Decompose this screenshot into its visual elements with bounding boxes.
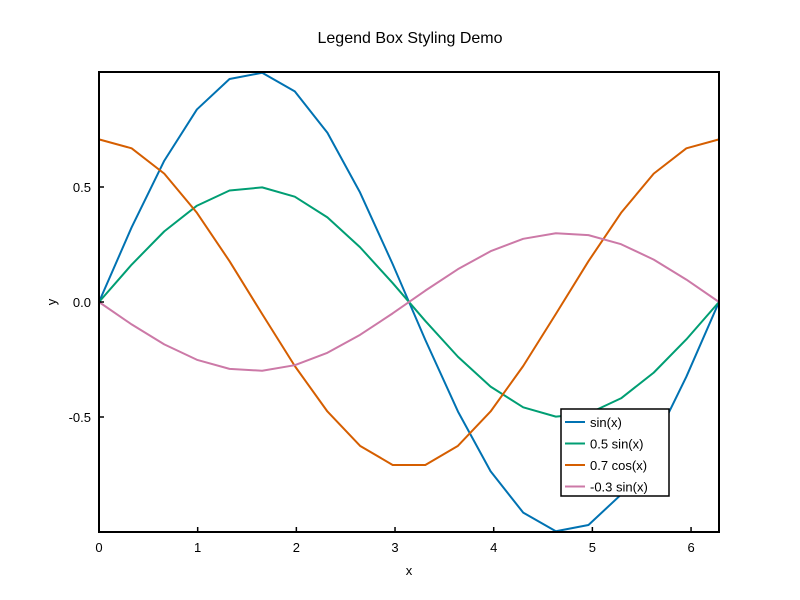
- legend-box: [560, 408, 670, 497]
- x-tick-label: 0: [95, 540, 102, 555]
- legend-label-2: 0.5 sin(x): [590, 437, 643, 452]
- x-tick-label: 4: [490, 540, 497, 555]
- y-tick-label: 0.5: [73, 180, 91, 195]
- legend-label-1: sin(x): [590, 415, 622, 430]
- chart-title: Legend Box Styling Demo: [318, 30, 503, 47]
- x-tick-label: 3: [391, 540, 398, 555]
- x-tick-label: 2: [293, 540, 300, 555]
- x-axis-label: x: [406, 563, 413, 578]
- legend: sin(x) 0.5 sin(x) 0.7 cos(x) -0.3 sin(x): [560, 408, 670, 497]
- series-line-4: [98, 232, 720, 372]
- legend-label-4: -0.3 sin(x): [590, 480, 648, 495]
- x-tick-label: 5: [589, 540, 596, 555]
- x-tick-label: 6: [687, 540, 694, 555]
- y-axis-label: y: [44, 298, 59, 305]
- legend-label-3: 0.7 cos(x): [590, 458, 647, 473]
- y-axis: -0.5 0.0 0.5: [69, 180, 104, 425]
- x-axis: 0 1 2 3 4 5 6: [95, 527, 695, 555]
- y-tick-label: -0.5: [69, 410, 91, 425]
- series-layer: [98, 71, 720, 533]
- y-tick-label: 0.0: [73, 295, 91, 310]
- series-line-3: [98, 138, 720, 466]
- x-tick-label: 1: [194, 540, 201, 555]
